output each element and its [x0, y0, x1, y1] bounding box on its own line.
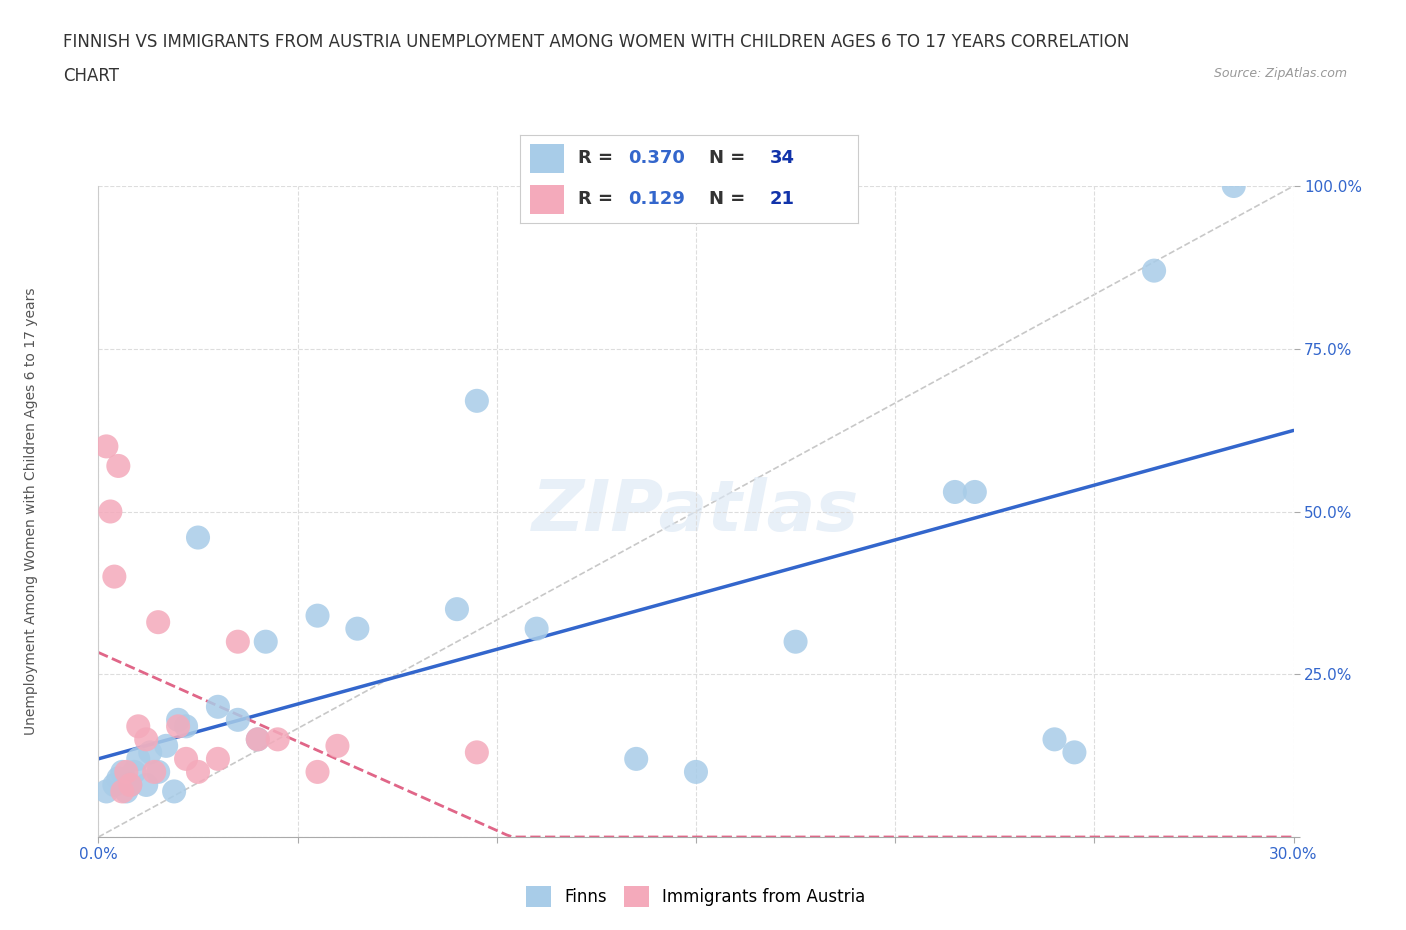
Point: [346, 621, 368, 636]
Point: [943, 485, 966, 499]
Point: [139, 745, 162, 760]
Point: [326, 738, 349, 753]
Text: 34: 34: [770, 149, 794, 167]
Point: [207, 751, 229, 766]
Text: 0.129: 0.129: [628, 190, 685, 208]
Point: [103, 569, 125, 584]
Point: [267, 732, 290, 747]
Point: [254, 634, 277, 649]
Point: [135, 777, 157, 792]
Point: [96, 784, 118, 799]
Point: [246, 732, 269, 747]
Point: [124, 764, 146, 779]
Point: [963, 485, 986, 499]
Point: [120, 777, 142, 792]
Point: [226, 634, 249, 649]
Point: [111, 784, 134, 799]
Point: [135, 732, 157, 747]
Point: [96, 439, 118, 454]
Text: R =: R =: [578, 190, 619, 208]
Text: 21: 21: [770, 190, 794, 208]
Point: [111, 764, 134, 779]
Point: [187, 764, 209, 779]
Point: [148, 764, 170, 779]
Point: [624, 751, 647, 766]
Point: [107, 771, 129, 786]
Point: [163, 784, 186, 799]
Text: Unemployment Among Women with Children Ages 6 to 17 years: Unemployment Among Women with Children A…: [24, 287, 38, 736]
Point: [148, 615, 170, 630]
Point: [226, 712, 249, 727]
Point: [103, 777, 125, 792]
Point: [120, 777, 142, 792]
Point: [526, 621, 548, 636]
Point: [127, 719, 149, 734]
Point: [465, 393, 488, 408]
Text: FINNISH VS IMMIGRANTS FROM AUSTRIA UNEMPLOYMENT AMONG WOMEN WITH CHILDREN AGES 6: FINNISH VS IMMIGRANTS FROM AUSTRIA UNEMP…: [63, 33, 1129, 50]
Point: [167, 712, 190, 727]
Point: [785, 634, 807, 649]
Point: [307, 764, 329, 779]
Point: [1222, 179, 1246, 193]
Point: [307, 608, 329, 623]
Text: N =: N =: [709, 149, 752, 167]
Point: [1043, 732, 1066, 747]
Text: 0.370: 0.370: [628, 149, 685, 167]
Point: [115, 784, 138, 799]
Point: [246, 732, 269, 747]
Point: [107, 458, 129, 473]
Point: [115, 764, 138, 779]
Text: Source: ZipAtlas.com: Source: ZipAtlas.com: [1213, 67, 1347, 80]
Point: [1063, 745, 1085, 760]
Legend: Finns, Immigrants from Austria: Finns, Immigrants from Austria: [520, 880, 872, 913]
Point: [155, 738, 177, 753]
Text: CHART: CHART: [63, 67, 120, 85]
Point: [174, 751, 197, 766]
Point: [465, 745, 488, 760]
Point: [98, 504, 122, 519]
Text: ZIPatlas: ZIPatlas: [533, 477, 859, 546]
Point: [143, 764, 166, 779]
Point: [167, 719, 190, 734]
Point: [187, 530, 209, 545]
Point: [685, 764, 707, 779]
Text: N =: N =: [709, 190, 752, 208]
Point: [174, 719, 197, 734]
Point: [207, 699, 229, 714]
FancyBboxPatch shape: [530, 185, 564, 215]
FancyBboxPatch shape: [530, 144, 564, 173]
Text: R =: R =: [578, 149, 619, 167]
Point: [446, 602, 468, 617]
Point: [1143, 263, 1166, 278]
Point: [127, 751, 149, 766]
